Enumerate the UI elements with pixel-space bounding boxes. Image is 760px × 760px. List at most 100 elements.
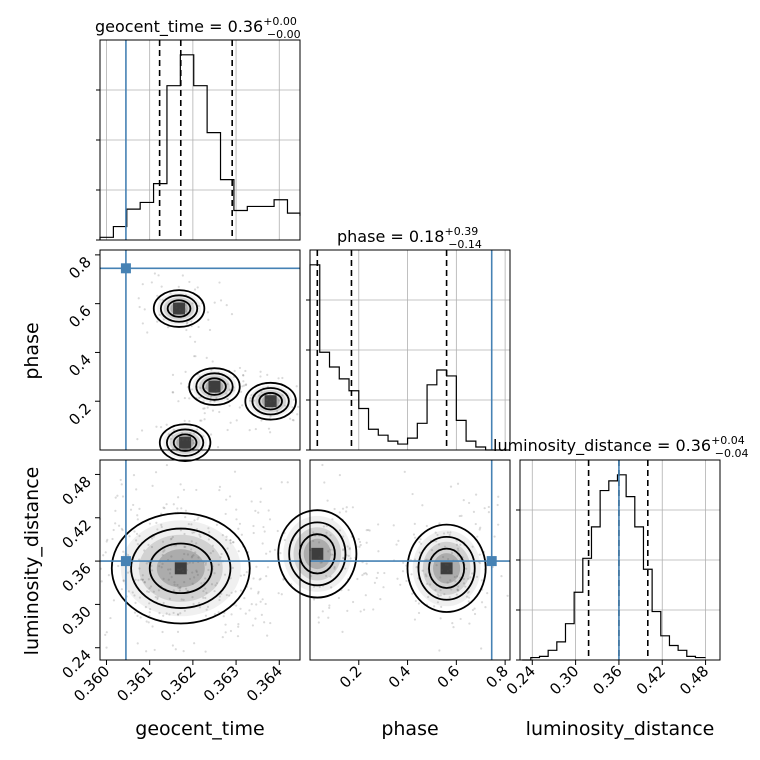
phase-vs-geocent_time-sample-point [190,388,194,391]
luminosity_distance-vs-geocent_time-sample-point [132,474,136,477]
luminosity_distance-vs-phase-sample-point [450,588,453,591]
luminosity_distance-vs-geocent_time-sample-point [235,518,238,521]
phase-vs-geocent_time-sample-point [209,400,212,403]
phase-vs-geocent_time-sample-point [297,405,300,408]
luminosity_distance-vs-geocent_time-sample-point [191,582,194,585]
luminosity_distance-vs-geocent_time-sample-point [167,568,170,571]
luminosity_distance-vs-geocent_time-sample-point [237,527,240,530]
luminosity_distance-vs-geocent_time-sample-point [176,613,180,616]
luminosity_distance-vs-phase-sample-point [323,481,326,484]
luminosity_distance-vs-geocent_time-sample-point [148,522,152,525]
luminosity_distance-vs-phase-sample-point [442,532,446,535]
luminosity_distance-hist-bar [557,642,566,660]
luminosity_distance-vs-phase-sample-point [410,573,413,576]
luminosity_distance-vs-phase-sample-point [472,510,476,513]
phase-vs-geocent_time-sample-point [206,406,209,409]
geocent_time-hist-steps [99,54,301,240]
luminosity_distance-vs-phase-sample-point [456,547,460,550]
phase-vs-geocent_time-sample-point [278,399,281,402]
phase-vs-geocent_time-sample-point [182,310,185,313]
luminosity_distance-vs-phase-sample-point [359,610,362,613]
luminosity_distance-vs-phase-sample-point [471,545,474,548]
ylabel-luminosity-distance: luminosity_distance [21,467,43,656]
luminosity_distance-vs-geocent_time-sample-point [239,574,242,577]
luminosity_distance-vs-geocent_time-sample-point [119,478,122,482]
luminosity_distance-vs-geocent_time-sample-point [282,578,285,581]
luminosity_distance-vs-geocent_time-sample-point [258,578,261,581]
luminosity_distance-vs-phase-sample-point [465,595,469,598]
luminosity_distance-vs-geocent_time-sample-point [257,592,260,595]
luminosity_distance-vs-geocent_time-sample-point [183,532,186,536]
luminosity_distance-vs-phase-sample-point [372,608,375,611]
line-layer [100,40,649,660]
histogram-layer [99,54,706,661]
luminosity_distance-vs-phase-sample-point [322,525,325,528]
phase-vs-geocent_time-sample-point [183,419,186,422]
luminosity_distance-vs-phase-sample-point [439,588,442,592]
luminosity_distance-vs-phase-sample-point [459,543,462,546]
luminosity_distance-vs-geocent_time-sample-point [139,616,142,619]
phase-vs-geocent_time-sample-point [260,419,263,422]
luminosity_distance-vs-geocent_time-sample-point [225,498,228,501]
luminosity_distance-vs-phase-sample-point [456,588,459,591]
luminosity_distance-vs-geocent_time-sample-point [221,534,224,537]
luminosity_distance-vs-geocent_time-sample-point [182,488,186,491]
luminosity_distance-vs-geocent_time-sample-point [265,575,268,578]
title-phase: phase = 0.18+0.39 −0.14 [337,225,482,251]
luminosity_distance-vs-geocent_time-sample-point [183,580,186,584]
luminosity_distance-vs-geocent_time-sample-point [150,545,154,549]
luminosity_distance-vs-geocent_time-sample-point [254,509,257,512]
luminosity_distance-vs-geocent_time-sample-point [236,635,240,638]
geocent_time-hist-bar [274,200,287,240]
phase-vs-geocent_time-sample-point [272,399,276,402]
luminosity_distance-vs-phase-sample-point [338,511,341,514]
luminosity_distance-vs-geocent_time-sample-point [176,568,180,571]
phase-vs-geocent_time-sample-point [191,302,194,305]
luminosity_distance-vs-geocent_time-sample-point [143,581,146,584]
luminosity_distance-vs-phase-sample-point [480,647,483,650]
luminosity_distance-vs-geocent_time-sample-point [179,612,182,615]
xtick-label-0: 0.363 [200,662,243,705]
geocent_time-hist-bar [207,133,220,240]
luminosity_distance-vs-phase-sample-point [413,558,417,561]
luminosity_distance-vs-phase-sample-point [417,602,420,605]
luminosity_distance-vs-geocent_time-sample-point [233,470,237,473]
luminosity_distance-vs-geocent_time-sample-point [136,543,139,546]
luminosity_distance-vs-phase-sample-point [341,556,345,559]
phase-vs-geocent_time-sample-point [259,370,262,373]
luminosity_distance-vs-phase-sample-point [458,514,461,518]
luminosity_distance-vs-geocent_time-sample-point [193,642,196,645]
luminosity_distance-vs-geocent_time-sample-point [197,516,200,519]
luminosity_distance-vs-phase-sample-point [496,503,499,507]
luminosity_distance-vs-geocent_time-sample-point [184,509,188,512]
luminosity_distance-vs-geocent_time-truth-marker [120,556,131,567]
luminosity_distance-vs-phase-sample-point [358,545,361,548]
phase-vs-geocent_time-sample-point [172,447,175,450]
luminosity_distance-vs-phase-sample-point [434,588,437,592]
luminosity_distance-vs-geocent_time-sample-point [169,568,172,571]
xtick-label-1: 0.2 [336,662,366,692]
phase-vs-geocent_time-sample-point [175,306,178,309]
luminosity_distance-vs-geocent_time-sample-point [195,569,198,572]
phase-vs-geocent_time-sample-point [248,399,252,402]
luminosity_distance-vs-phase-sample-point [435,540,438,543]
phase-vs-geocent_time-sample-point [185,328,188,332]
luminosity_distance-vs-phase-sample-point [455,543,459,546]
phase-vs-geocent_time-sample-point [291,406,294,409]
phase-hist-bar [456,420,466,450]
luminosity_distance-vs-phase-sample-point [443,593,446,596]
luminosity_distance-vs-geocent_time-sample-point [109,616,112,620]
luminosity_distance-vs-geocent_time-sample-point [228,495,232,498]
phase-vs-geocent_time-sample-point [213,301,216,304]
luminosity_distance-vs-geocent_time-sample-point [178,589,181,592]
luminosity_distance-vs-phase-sample-point [451,622,454,625]
luminosity_distance-vs-geocent_time-sample-point [120,527,123,530]
luminosity_distance-vs-geocent_time-sample-point [257,511,260,514]
luminosity_distance-vs-phase-sample-point [466,591,469,594]
luminosity_distance-vs-geocent_time-sample-point [215,582,219,585]
luminosity_distance-vs-geocent_time-sample-point [221,636,224,639]
luminosity_distance-vs-geocent_time-sample-point [105,631,108,634]
luminosity_distance-vs-geocent_time-sample-point [193,576,196,579]
phase-vs-geocent_time-sample-point [215,396,218,400]
luminosity_distance-vs-geocent_time-sample-point [156,597,159,601]
